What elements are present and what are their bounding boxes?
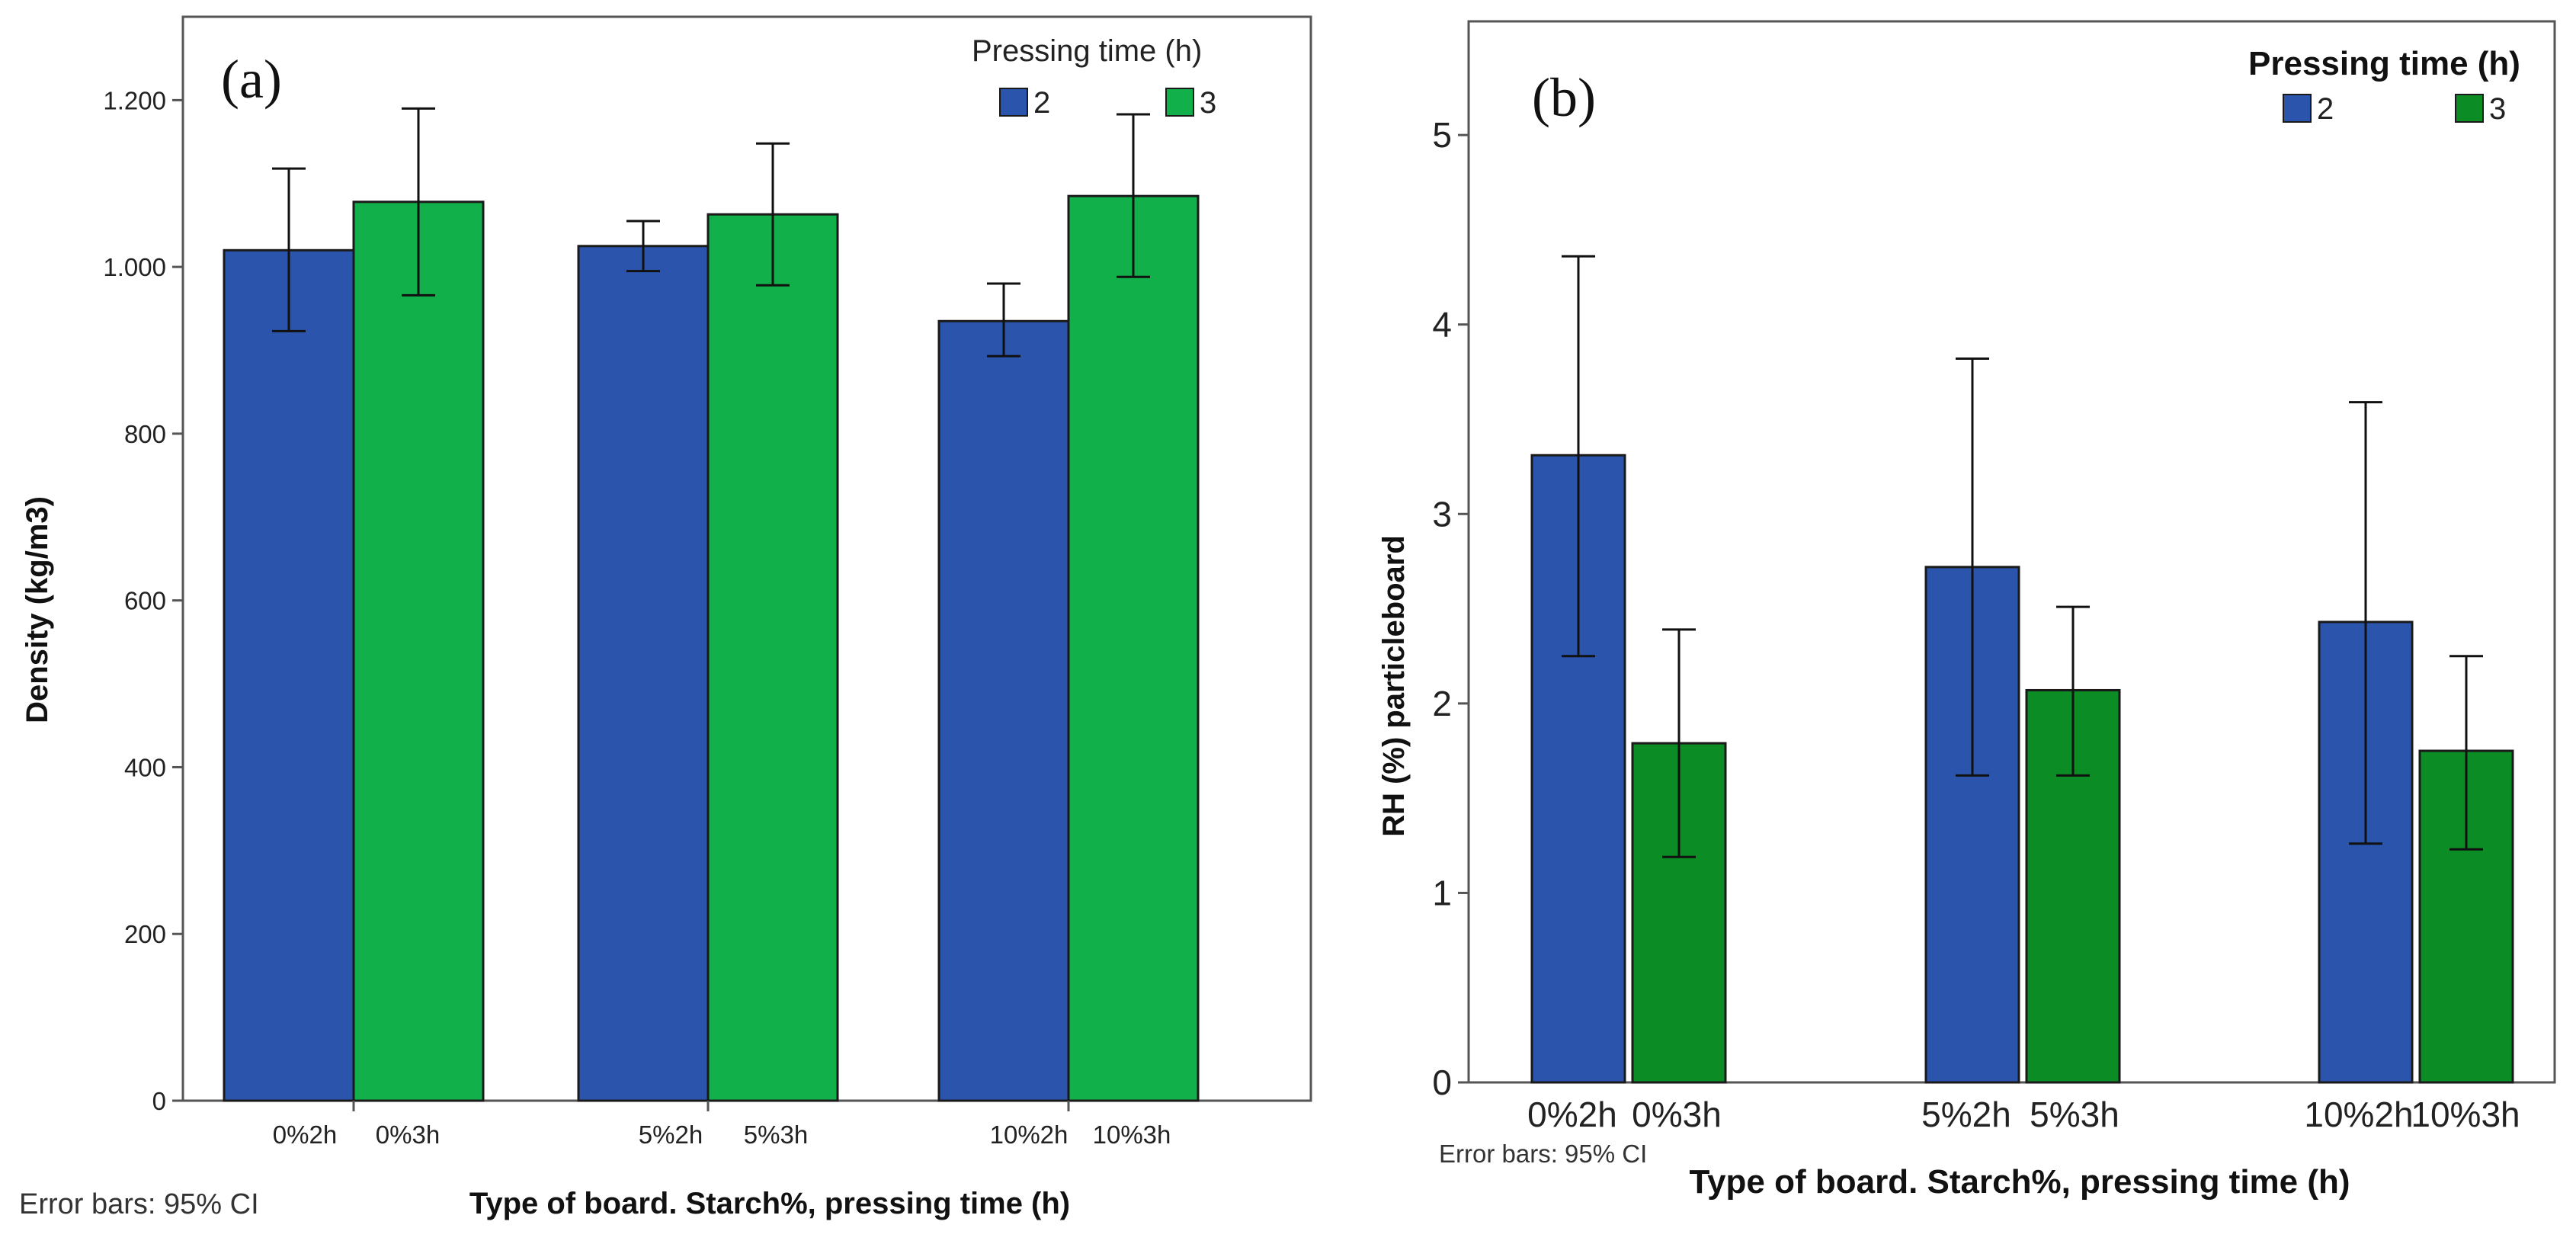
panel-a-error-bars-note: Error bars: 95% CI (19, 1188, 259, 1220)
panel-a-bar-0pct-3h (352, 200, 485, 1102)
panel-a-error-bar (756, 142, 790, 287)
panel-a-y-tick-label: 800 (124, 420, 166, 448)
panel-a-y-tick-label: 400 (124, 753, 166, 781)
panel-a-legend-title: Pressing time (h) (972, 34, 1202, 68)
panel-a-y-tick-label: 1.200 (103, 86, 166, 114)
panel-b-error-bar (2349, 401, 2382, 845)
panel-b-legend-swatch-3 (2455, 94, 2484, 123)
panel-b-y-tick-label: 3 (1432, 494, 1452, 534)
panel-a-x-tick-label: 10%2h (990, 1121, 1069, 1149)
panel-b-y-tick-label: 1 (1432, 873, 1452, 912)
panel-a-x-tick-label: 5%2h (639, 1121, 703, 1149)
panel-b-error-bar (1662, 628, 1696, 858)
panel-a-legend-swatch-3 (1165, 88, 1194, 117)
panel-a-error-bar (272, 167, 306, 332)
panel-b-x-tick-label: 10%2h (2304, 1095, 2413, 1134)
panel-a-error-bar (626, 220, 660, 273)
panel-a: 0 200 400 600 800 1.000 1.200 0%2h 0%3h 5%2h 5%3h… (19, 15, 1312, 1220)
panel-b-y-tick-label: 2 (1432, 684, 1452, 723)
panel-a-bar-0pct-2h (223, 248, 355, 1102)
panel-b-legend-label-2: 2 (2317, 92, 2334, 126)
panel-b-error-bar (2449, 655, 2483, 851)
panel-a-error-bar (987, 282, 1020, 357)
panel-a-y-tick-label: 0 (152, 1087, 166, 1115)
panel-b-legend-swatch-2 (2283, 94, 2312, 123)
panel-a-bar-5pct-2h (577, 245, 710, 1102)
panel-a-error-bar (1117, 113, 1150, 278)
panel-b-x-tick-label: 10%3h (2411, 1095, 2520, 1134)
panel-a-error-bar (402, 107, 435, 297)
panel-a-y-tick-label: 200 (124, 920, 166, 948)
panel-a-legend-label-3: 3 (1200, 86, 1216, 120)
panel-a-y-tick-label: 600 (124, 587, 166, 615)
panel-b-x-tick-label: 0%3h (1632, 1095, 1722, 1134)
panel-b-error-bars-note: Error bars: 95% CI (1439, 1140, 1647, 1168)
panel-a-y-axis-title: Density (kg/m3) (21, 496, 54, 723)
panel-b-x-tick-label: 0%2h (1527, 1095, 1617, 1134)
panel-b-legend-label-3: 3 (2489, 92, 2506, 126)
panel-b-y-tick-label: 5 (1432, 115, 1452, 155)
panel-a-x-tick-label: 0%3h (376, 1121, 440, 1149)
panel-b-x-tick-label: 5%2h (1921, 1095, 2011, 1134)
panel-b-x-tick-label: 5%3h (2030, 1095, 2119, 1134)
panel-a-x-tick-label: 10%3h (1093, 1121, 1171, 1149)
panel-b-y-tick-label: 4 (1432, 305, 1452, 345)
panel-a-y-tick-label: 1.000 (103, 253, 166, 281)
panel-b-x-axis-title: Type of board. Starch%, pressing time (h… (1689, 1163, 2350, 1201)
panel-b-label: (b) (1532, 67, 1596, 128)
panel-b-y-tick-label: 0 (1432, 1063, 1452, 1102)
panel-b-error-bar (2056, 605, 2090, 777)
panel-b-error-bar (1562, 255, 1595, 658)
panel-b-y-axis-title: RH (%) particleboard (1377, 535, 1411, 837)
panel-a-x-tick-label: 0%2h (273, 1121, 337, 1149)
panel-a-legend-label-2: 2 (1033, 86, 1050, 120)
panel-a-legend-swatch-2 (999, 88, 1028, 117)
panel-a-x-tick-label: 5%3h (744, 1121, 808, 1149)
panel-a-bar-10pct-3h (1067, 194, 1200, 1102)
panel-b-error-bar (1956, 357, 1989, 777)
panel-a-x-axis-title: Type of board. Starch%, pressing time (h… (469, 1187, 1070, 1220)
panel-b-legend-title: Pressing time (h) (2248, 45, 2520, 82)
panel-a-bar-5pct-3h (706, 213, 839, 1102)
panel-a-bar-10pct-2h (937, 319, 1070, 1102)
panel-a-label: (a) (221, 49, 282, 110)
